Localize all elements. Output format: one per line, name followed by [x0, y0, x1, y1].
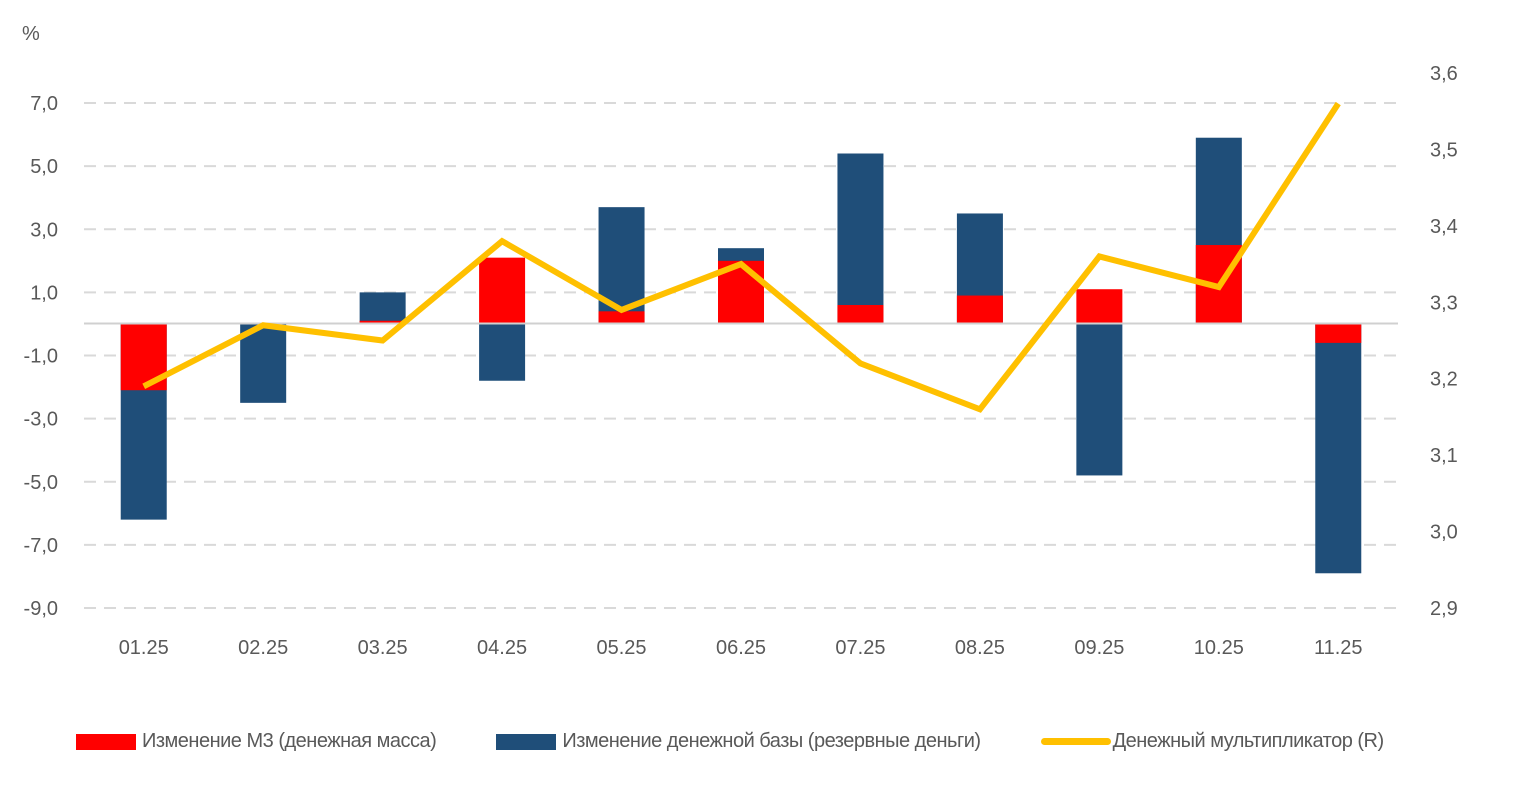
- y-right-tick-label: 3,0: [1430, 522, 1458, 544]
- legend-swatch-multiplier: [1040, 738, 1111, 745]
- y-right-tick-label: 2,9: [1430, 598, 1458, 620]
- bar-m3: [837, 305, 884, 324]
- multiplier-line-path: [142, 101, 1341, 413]
- legend-label: Изменение М3 (денежная масса): [142, 730, 437, 752]
- bar-base: [359, 292, 406, 324]
- x-tick-label: 06.25: [716, 637, 766, 659]
- y-left-tick-label: -7,0: [24, 535, 58, 557]
- y-right-tick-label: 3,5: [1430, 139, 1458, 161]
- x-tick-label: 03.25: [358, 637, 408, 659]
- y-left-tick-label: -1,0: [24, 346, 58, 368]
- y-left-tick-label: -9,0: [24, 598, 58, 620]
- bar-base: [1315, 323, 1362, 574]
- bar-m3: [956, 295, 1003, 324]
- x-tick-label: 05.25: [597, 637, 647, 659]
- legend-item-m3: Изменение М3 (денежная масса): [76, 730, 437, 753]
- x-tick-label: 07.25: [835, 637, 885, 659]
- x-tick-label: 02.25: [238, 637, 288, 659]
- legend-item-base: Изменение денежной базы (резервные деньг…: [496, 730, 981, 753]
- bar-m3: [1076, 289, 1123, 324]
- y-left-tick-label: 3,0: [30, 219, 58, 241]
- legend: Изменение М3 (денежная масса) Изменение …: [76, 730, 1384, 753]
- x-tick-label: 04.25: [477, 637, 527, 659]
- legend-swatch-base: [496, 733, 557, 750]
- y-unit-label: %: [22, 23, 40, 45]
- multiplier-line: [142, 101, 1341, 413]
- bar-base: [240, 323, 287, 403]
- x-tick-label: 11.25: [1314, 637, 1363, 659]
- x-tick-label: 09.25: [1074, 637, 1124, 659]
- x-axis-ticks: 01.25 02.25 03.25 04.25 05.25 06.25 07.25 08.25…: [119, 637, 1363, 659]
- bar-m3: [598, 311, 645, 324]
- y-left-tick-label: -5,0: [24, 472, 58, 494]
- x-tick-label: 10.25: [1194, 637, 1244, 659]
- y-right-tick-label: 3,2: [1430, 369, 1458, 391]
- bars: [120, 137, 1362, 574]
- bar-m3: [359, 320, 406, 324]
- left-axis-ticks: 7,0 5,0 3,0 1,0 -1,0 -3,0 -5,0 -7,0 -9,0: [24, 93, 58, 620]
- y-left-tick-label: 5,0: [30, 156, 58, 178]
- right-axis-ticks: 3,6 3,5 3,4 3,3 3,2 3,1 3,0 2,9: [1430, 63, 1458, 620]
- y-left-tick-label: 7,0: [30, 93, 58, 115]
- y-right-tick-label: 3,1: [1430, 445, 1458, 467]
- x-tick-label: 01.25: [119, 637, 169, 659]
- x-tick-label: 08.25: [955, 637, 1005, 659]
- legend-label: Денежный мультипликатор (R): [1112, 730, 1385, 752]
- y-right-tick-label: 3,6: [1430, 63, 1458, 85]
- bar-base: [1076, 323, 1123, 476]
- bar-base: [479, 323, 526, 381]
- chart: % 7,05,03,01,0-1,0-3,0-5,0-7,0-9,0 3,63,…: [22, 23, 1458, 659]
- legend-label: Изменение денежной базы (резервные деньг…: [562, 730, 981, 752]
- bar-base: [837, 153, 884, 324]
- y-left-tick-label: 1,0: [30, 282, 58, 304]
- bar-m3: [479, 257, 526, 324]
- bar-m3: [1315, 323, 1362, 343]
- legend-swatch-m3: [76, 733, 136, 750]
- y-left-tick-label: -3,0: [24, 409, 58, 431]
- y-right-tick-label: 3,3: [1430, 292, 1458, 314]
- legend-item-multiplier: Денежный мультипликатор (R): [1040, 730, 1385, 753]
- y-right-tick-label: 3,4: [1430, 216, 1458, 238]
